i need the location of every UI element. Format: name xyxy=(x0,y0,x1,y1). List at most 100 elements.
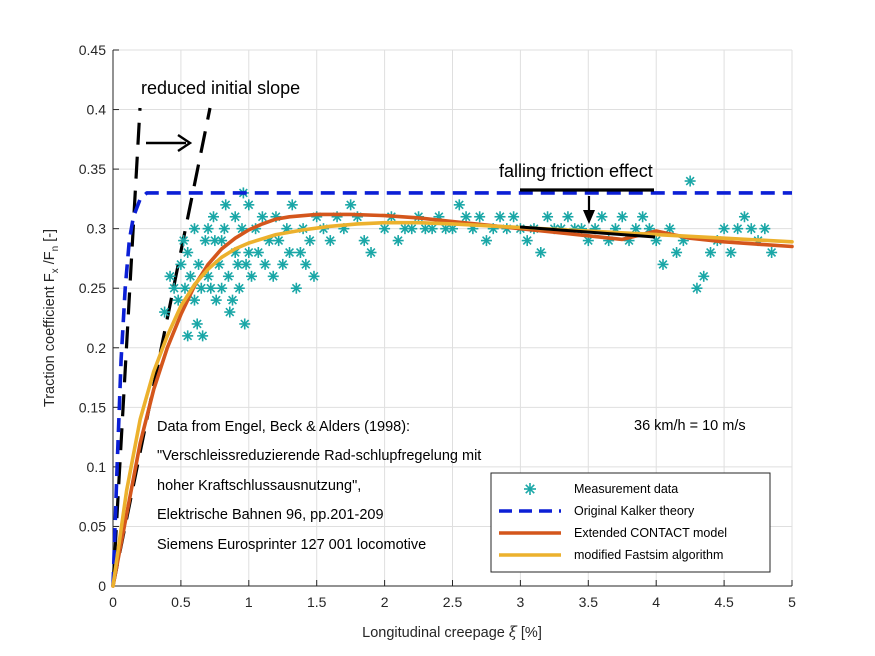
data-point xyxy=(182,330,194,342)
x-tick-label: 5 xyxy=(788,594,796,610)
source-line-4: Elektrische Bahnen 96, pp.201-209 xyxy=(157,507,384,523)
source-line-3: hoher Kraftschlussausnutzung", xyxy=(157,478,361,494)
legend-item-contact: Extended CONTACT model xyxy=(499,526,727,540)
legend-item-measurement: Measurement data xyxy=(524,482,678,496)
data-point xyxy=(218,223,230,235)
data-point xyxy=(474,211,486,223)
data-point xyxy=(178,235,190,247)
data-point xyxy=(172,294,184,306)
data-point xyxy=(453,199,465,211)
x-tick-label: 0 xyxy=(109,594,117,610)
y-tick-label: 0.1 xyxy=(87,459,107,475)
x-tick-label: 3 xyxy=(517,594,525,610)
reduced-slope-annotation: reduced initial slope xyxy=(141,78,300,152)
data-point xyxy=(184,270,196,282)
data-point xyxy=(233,282,245,294)
data-point xyxy=(188,223,200,235)
slope-arrow-head xyxy=(177,134,193,152)
data-point xyxy=(650,235,662,247)
data-point xyxy=(406,223,418,235)
y-tick-label: 0.35 xyxy=(79,161,106,177)
y-tick-label: 0.45 xyxy=(79,42,106,58)
data-point xyxy=(210,294,222,306)
data-point xyxy=(308,270,320,282)
data-point xyxy=(216,282,228,294)
x-tick-labels: 0 0.5 1 1.5 2 2.5 3 3.5 4 4.5 5 xyxy=(109,594,796,610)
data-point xyxy=(202,223,214,235)
data-point xyxy=(273,235,285,247)
data-point xyxy=(684,175,696,187)
legend-label-fastsim: modified Fastsim algorithm xyxy=(574,548,723,562)
data-point xyxy=(671,246,683,258)
data-point xyxy=(521,235,533,247)
data-point xyxy=(718,223,730,235)
data-point xyxy=(277,258,289,270)
x-tick-label: 2.5 xyxy=(443,594,463,610)
data-point xyxy=(745,223,757,235)
data-point xyxy=(284,246,296,258)
y-tick-label: 0.05 xyxy=(79,518,106,534)
data-point xyxy=(193,258,205,270)
data-point xyxy=(759,223,771,235)
x-tick-label: 2 xyxy=(381,594,389,610)
data-point xyxy=(159,306,171,318)
data-point xyxy=(637,211,649,223)
legend: Measurement data Original Kalker theory … xyxy=(490,472,771,573)
x-tick-label: 0.5 xyxy=(171,594,191,610)
data-point xyxy=(732,223,744,235)
speed-label: 36 km/h = 10 m/s xyxy=(634,418,746,434)
data-point xyxy=(290,282,302,294)
source-line-2: "Verschleissreduzierende Rad-schlupfrege… xyxy=(157,448,481,464)
data-point xyxy=(259,258,271,270)
data-point xyxy=(267,270,279,282)
data-point xyxy=(182,246,194,258)
data-point xyxy=(256,211,268,223)
data-point xyxy=(222,270,234,282)
data-point xyxy=(399,223,411,235)
data-point xyxy=(243,246,255,258)
data-point xyxy=(392,235,404,247)
data-point xyxy=(324,235,336,247)
data-point xyxy=(691,282,703,294)
data-point xyxy=(365,246,377,258)
data-point xyxy=(164,270,176,282)
data-point xyxy=(616,211,628,223)
data-point xyxy=(460,211,472,223)
legend-label-kalker: Original Kalker theory xyxy=(574,504,695,518)
data-point xyxy=(535,246,547,258)
data-point xyxy=(179,282,191,294)
data-point xyxy=(252,246,264,258)
data-point xyxy=(480,235,492,247)
data-point xyxy=(239,318,251,330)
source-note: Data from Engel, Beck & Alders (1998): "… xyxy=(157,418,746,553)
x-tick-label: 1.5 xyxy=(307,594,327,610)
data-point xyxy=(766,246,778,258)
legend-marker-star xyxy=(524,483,536,495)
x-tick-label: 3.5 xyxy=(579,594,599,610)
data-point xyxy=(657,258,669,270)
y-tick-label: 0.15 xyxy=(79,399,106,415)
data-point xyxy=(199,235,211,247)
falling-friction-arrow-head xyxy=(583,210,595,224)
data-point xyxy=(229,211,241,223)
data-point xyxy=(224,306,236,318)
data-point xyxy=(562,211,574,223)
x-tick-label: 4 xyxy=(652,594,660,610)
falling-friction-trend-line xyxy=(519,225,656,239)
kalker-line xyxy=(111,191,792,587)
data-point xyxy=(725,246,737,258)
data-point xyxy=(197,330,209,342)
y-tick-label: 0.4 xyxy=(87,102,107,118)
data-point xyxy=(705,246,717,258)
data-point xyxy=(188,294,200,306)
axes-frame xyxy=(112,49,793,587)
data-point xyxy=(220,199,232,211)
x-tick-label: 4.5 xyxy=(714,594,734,610)
y-tick-label: 0.25 xyxy=(79,280,106,296)
reduced-slope-label: reduced initial slope xyxy=(141,78,300,98)
data-point xyxy=(191,318,203,330)
data-point xyxy=(508,211,520,223)
y-tick-labels: 0 0.05 0.1 0.15 0.2 0.25 0.3 0.35 0.4 0.45 xyxy=(79,42,106,594)
data-point xyxy=(698,270,710,282)
data-point xyxy=(542,211,554,223)
